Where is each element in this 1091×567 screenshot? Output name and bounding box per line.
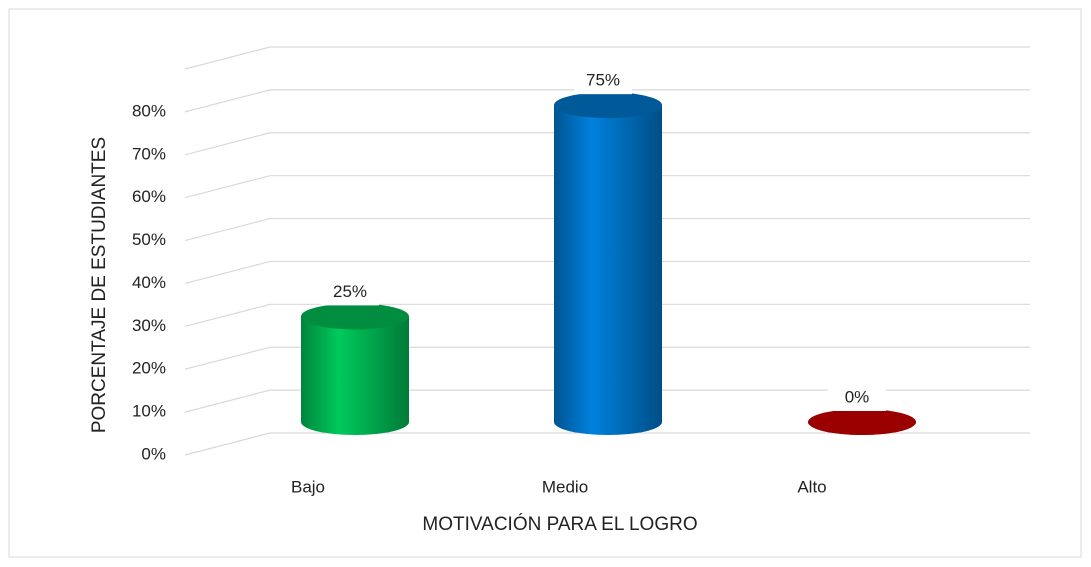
y-tick-label: 20% xyxy=(132,359,166,378)
value-label-box xyxy=(321,279,379,306)
y-axis-title: PORCENTAJE DE ESTUDIANTES xyxy=(89,137,110,433)
value-label: 75% xyxy=(586,71,620,90)
x-tick-label: Medio xyxy=(542,477,588,496)
bar-top xyxy=(301,303,409,330)
grid-line xyxy=(184,260,1030,285)
value-label: 0% xyxy=(845,387,870,406)
y-tick-label: 70% xyxy=(132,144,166,163)
grid-line xyxy=(184,346,1030,370)
y-tick-label: 0% xyxy=(141,444,166,463)
x-tick-label: Bajo xyxy=(291,477,325,496)
y-tick-label: 60% xyxy=(132,187,166,206)
y-tick-label: 30% xyxy=(132,316,166,335)
grid-line xyxy=(184,432,1030,456)
grid-line xyxy=(184,89,1030,113)
grid-line xyxy=(184,303,1030,327)
bar xyxy=(554,105,662,436)
bar-top xyxy=(808,409,916,435)
bar xyxy=(301,316,409,435)
grid-line xyxy=(184,389,1030,413)
chart-border xyxy=(8,8,1082,558)
y-tick-label: 40% xyxy=(132,273,166,292)
value-label-box xyxy=(828,385,886,411)
grid-line xyxy=(184,175,1030,199)
grid-line xyxy=(184,132,1030,156)
x-axis-title: MOTIVACIÓN PARA EL LOGRO xyxy=(422,513,697,535)
bar-top xyxy=(554,92,662,119)
value-label: 25% xyxy=(333,282,367,301)
value-label-box xyxy=(574,68,632,95)
grid-line xyxy=(184,46,1030,70)
grid-line xyxy=(184,217,1030,242)
y-tick-label: 80% xyxy=(132,101,166,120)
x-tick-label: Alto xyxy=(797,477,826,496)
y-tick-label: 50% xyxy=(132,230,166,249)
y-tick-label: 10% xyxy=(132,402,166,421)
